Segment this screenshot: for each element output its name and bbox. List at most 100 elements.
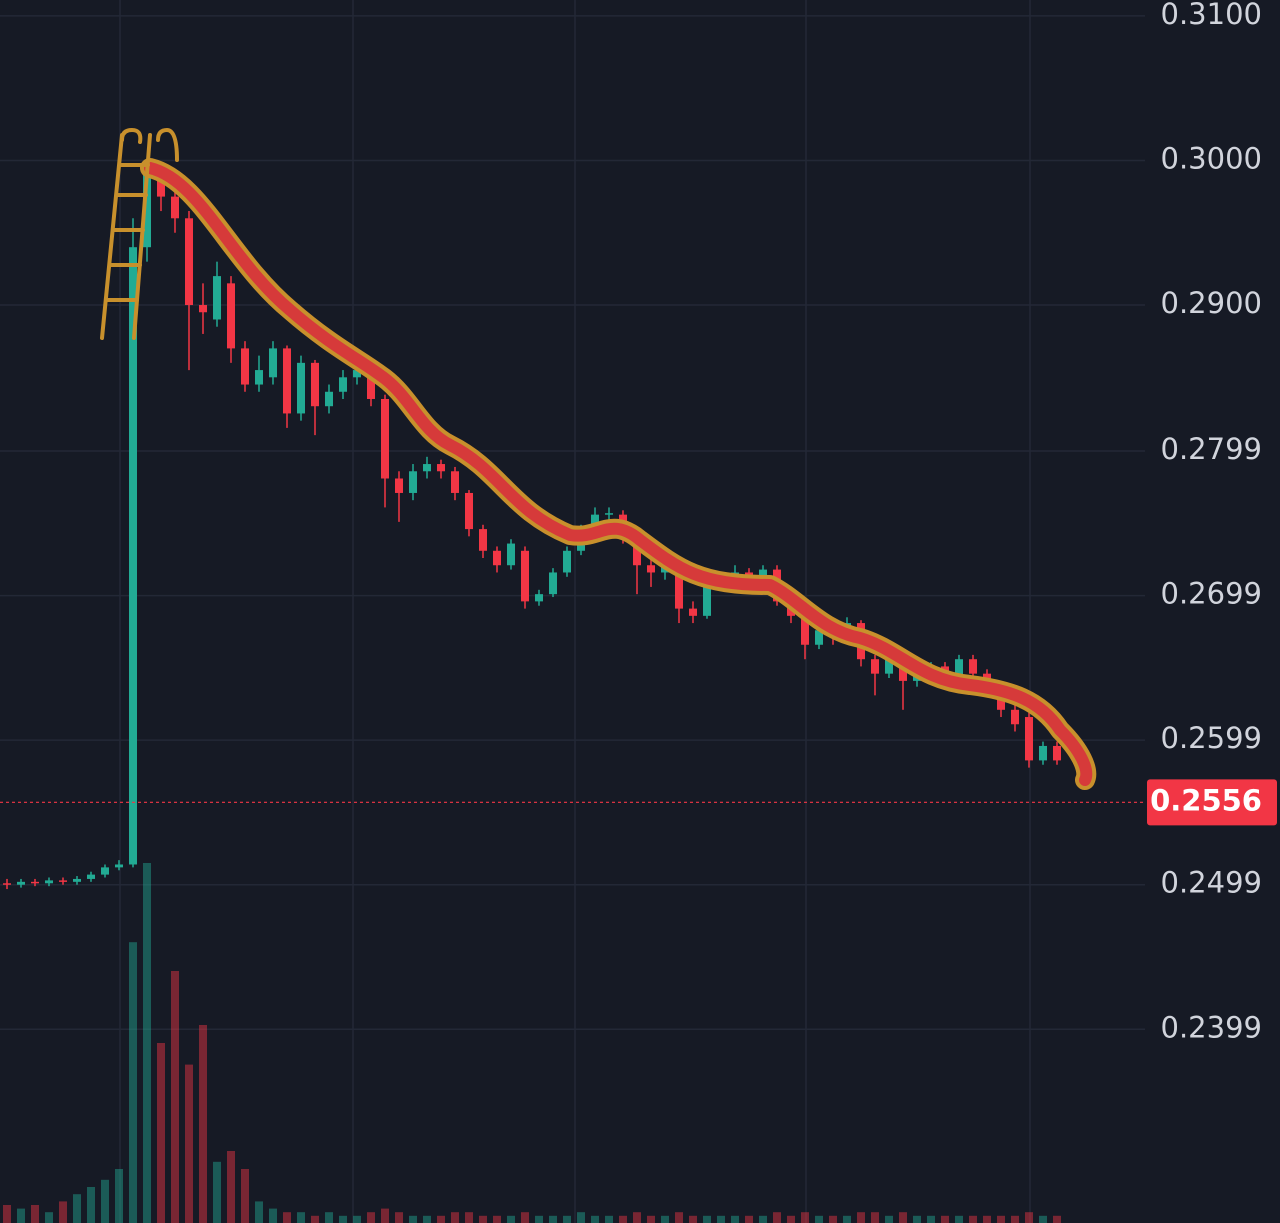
volume-bar [955,1215,963,1223]
volume-bar [395,1212,403,1223]
volume-bar [1011,1215,1019,1223]
grid [0,15,1145,1031]
volume-bar [437,1215,445,1223]
volume-bar [941,1215,949,1223]
candle-body [1011,709,1019,725]
candle-body [689,608,697,616]
candle-body [871,659,879,674]
y-tick-label: 0.2499 [1161,866,1262,900]
y-tick-label: 0.3000 [1161,141,1262,175]
volume-bar [591,1215,599,1223]
volume-bar [465,1212,473,1223]
candle-body [675,565,683,609]
candle-body [367,370,375,399]
volume-bar [703,1215,711,1223]
candle-body [437,464,445,472]
volume-bar [997,1215,1005,1223]
volume-bar [227,1151,235,1223]
candle-body [269,348,277,378]
y-tick-label: 0.2399 [1161,1010,1262,1044]
candle-body [59,880,67,882]
y-tick-label: 0.3100 [1161,0,1262,31]
volume-bar [759,1215,767,1223]
volume-bar [857,1212,865,1223]
volume-bar [521,1212,529,1223]
candle-body [1039,745,1047,761]
candle-body [325,391,333,407]
volume-bar [283,1212,291,1223]
volume-bar [675,1212,683,1223]
volume-bar [3,1205,11,1223]
volume-bar [983,1215,991,1223]
candle-body [297,362,305,414]
volume-bar [367,1212,375,1223]
volume-bar [129,942,137,1223]
volume-bar [1025,1212,1033,1223]
volume-bar [913,1215,921,1223]
volume-bar [269,1208,277,1223]
volume-bar [773,1212,781,1223]
volume-bar [563,1215,571,1223]
candle-body [311,362,319,407]
candle-body [423,464,431,472]
candle-body [451,471,459,493]
volume-bar [101,1179,109,1223]
volume-bar [115,1169,123,1223]
candle-body [185,218,193,306]
volume-bar [829,1215,837,1223]
candle-body [101,867,109,875]
volume-bar [843,1215,851,1223]
volume-bar [409,1215,417,1223]
y-tick-label: 0.2699 [1161,577,1262,611]
slide-decoration [100,128,1097,790]
volume-bar [381,1208,389,1223]
slide-bed [144,162,1093,786]
ladder [100,128,179,340]
y-tick-label: 0.2900 [1161,286,1262,320]
volume-bar [633,1212,641,1223]
volume-bar [1053,1215,1061,1223]
candle-body [955,659,963,681]
candle-body [87,874,95,879]
candle-body [703,586,711,616]
candle-body [815,630,823,645]
volume-bar [787,1215,795,1223]
candle-body [647,565,655,573]
volume-bar [199,1025,207,1223]
vertical-grid [119,0,1031,1223]
price-axis: 0.3100 0.3000 0.2900 0.2799 0.2699 0.2599 0.24… [0,0,1277,1044]
candle-body [255,370,263,385]
volume-bar [17,1208,25,1223]
candle-body [143,174,151,248]
candle-body [493,550,501,566]
volume-bar [143,863,151,1223]
candle-body [17,881,25,885]
candle-body [885,659,893,674]
volume-bar [339,1215,347,1223]
candle-body [1025,717,1033,761]
candle-body [591,514,599,530]
volume-bar [661,1215,669,1223]
volume-bar [423,1215,431,1223]
y-tick-label: 0.2599 [1161,721,1262,755]
candle-body [801,615,809,645]
candle-body [395,478,403,493]
candle-body [479,529,487,551]
volume-bar [885,1215,893,1223]
volume-bar [353,1215,361,1223]
volume-bar [255,1201,263,1223]
volume-bar [31,1205,39,1223]
volume-bar [185,1064,193,1223]
volume-bar [969,1215,977,1223]
volume-bar [689,1215,697,1223]
volume-bar [325,1212,333,1223]
candle-body [115,864,123,868]
volume-bar [871,1212,879,1223]
candle-body [73,878,81,882]
volume-bar [745,1215,753,1223]
volume-bar [45,1212,53,1223]
candle-body [283,348,291,414]
volume-bar [87,1187,95,1223]
